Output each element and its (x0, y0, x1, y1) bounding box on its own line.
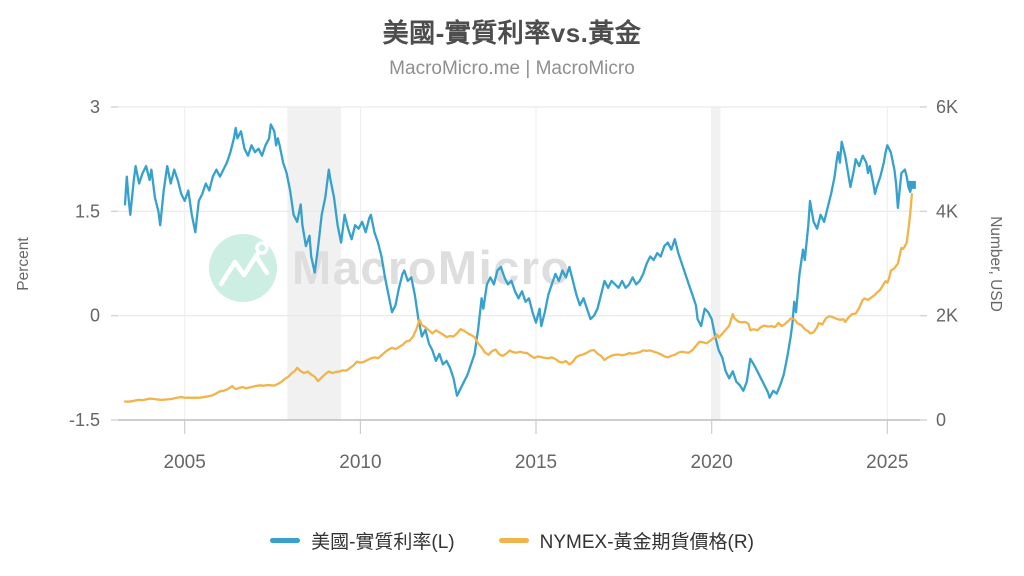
right-axis-tick-label: 0 (936, 410, 946, 430)
legend-item-real-rate[interactable]: 美國-實質利率(L) (270, 527, 455, 554)
x-axis-tick-label: 2005 (164, 452, 206, 473)
legend: 美國-實質利率(L) NYMEX-黃金期貨價格(R) (0, 527, 1024, 554)
recession-band (711, 107, 721, 420)
chart-title: 美國-實質利率vs.黃金 (382, 18, 642, 48)
x-axis-tick-label: 2015 (515, 452, 557, 473)
x-axis-tick-label: 2020 (691, 452, 733, 473)
legend-label-gold: NYMEX-黃金期貨價格(R) (539, 532, 754, 553)
legend-swatch-gold (498, 538, 529, 543)
macromicro-watermark: MacroMicro (209, 234, 571, 302)
left-axis-tick-label: 3 (90, 97, 100, 117)
left-axis-tick-label: 0 (90, 306, 100, 326)
gold-price-line (123, 192, 914, 403)
real-rate-line (123, 123, 914, 399)
left-axis-tick-label: -1.5 (69, 410, 100, 430)
axis-labels: 2005 2010 2015 2020 2025 3 1.5 0 -1.5 6K 4K 2K 0 Perc… (15, 97, 1004, 473)
data-series (123, 123, 916, 403)
legend-swatch-real-rate (270, 538, 301, 543)
legend-item-gold[interactable]: NYMEX-黃金期貨價格(R) (498, 527, 754, 554)
chart-subtitle: MacroMicro.me | MacroMicro (389, 58, 635, 79)
left-axis-title: Percent (15, 237, 32, 291)
axes (111, 106, 927, 434)
series-end-marker (907, 180, 916, 189)
left-axis-tick-label: 1.5 (75, 201, 100, 221)
right-axis-tick-label: 2K (936, 306, 958, 326)
watermark-text: MacroMicro (292, 241, 571, 294)
x-axis-tick-label: 2010 (339, 452, 381, 473)
legend-label-real-rate: 美國-實質利率(L) (311, 532, 455, 553)
right-axis-title: Number, USD (987, 216, 1004, 312)
logo-ring-icon (255, 241, 269, 255)
gridlines (118, 106, 920, 420)
x-axis-tick-label: 2025 (866, 452, 908, 473)
right-axis-tick-label: 4K (936, 201, 958, 221)
right-axis-tick-label: 6K (936, 97, 958, 117)
logo-zigzag-icon (218, 253, 270, 287)
